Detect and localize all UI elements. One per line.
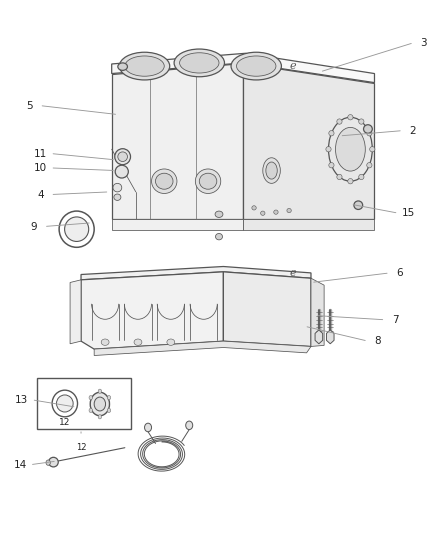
Ellipse shape [329, 163, 334, 168]
Ellipse shape [174, 49, 225, 77]
Polygon shape [70, 280, 81, 344]
Polygon shape [243, 219, 374, 230]
Text: 9: 9 [31, 222, 38, 231]
Ellipse shape [101, 339, 109, 345]
Polygon shape [326, 330, 334, 344]
Ellipse shape [125, 56, 164, 76]
Text: 10: 10 [34, 163, 47, 173]
Ellipse shape [118, 63, 127, 70]
Ellipse shape [199, 173, 217, 189]
Ellipse shape [336, 127, 365, 171]
Text: 8: 8 [374, 336, 381, 346]
Polygon shape [112, 219, 243, 230]
Ellipse shape [261, 211, 265, 215]
Ellipse shape [359, 119, 364, 124]
Ellipse shape [134, 339, 142, 345]
Ellipse shape [348, 115, 353, 120]
Ellipse shape [326, 147, 331, 152]
Ellipse shape [119, 52, 170, 80]
Text: 12: 12 [76, 443, 86, 452]
Ellipse shape [114, 194, 121, 200]
Ellipse shape [155, 173, 173, 189]
Ellipse shape [90, 392, 110, 416]
Ellipse shape [46, 460, 50, 465]
Ellipse shape [215, 233, 223, 240]
Ellipse shape [337, 119, 342, 124]
Ellipse shape [237, 56, 276, 76]
Ellipse shape [215, 211, 223, 217]
Ellipse shape [98, 415, 102, 419]
Text: 4: 4 [37, 190, 44, 199]
Ellipse shape [94, 397, 106, 411]
Ellipse shape [180, 53, 219, 73]
Text: 12: 12 [59, 418, 71, 427]
Polygon shape [311, 278, 324, 346]
Ellipse shape [348, 179, 353, 184]
Polygon shape [223, 272, 311, 346]
Ellipse shape [263, 158, 280, 183]
Ellipse shape [329, 131, 334, 136]
Ellipse shape [107, 408, 111, 413]
Polygon shape [243, 63, 374, 219]
Polygon shape [94, 341, 311, 356]
Ellipse shape [115, 149, 131, 165]
Ellipse shape [118, 152, 127, 161]
Ellipse shape [287, 208, 291, 213]
Polygon shape [112, 63, 243, 219]
Ellipse shape [354, 201, 363, 209]
Ellipse shape [115, 165, 128, 178]
Polygon shape [81, 266, 311, 280]
Ellipse shape [145, 423, 152, 432]
Text: 7: 7 [392, 315, 399, 325]
Ellipse shape [367, 131, 372, 136]
Text: 3: 3 [420, 38, 427, 47]
Text: 6: 6 [396, 268, 403, 278]
Polygon shape [81, 272, 223, 349]
Ellipse shape [266, 162, 277, 179]
Ellipse shape [364, 125, 372, 133]
Ellipse shape [370, 147, 375, 152]
Bar [37, 378, 131, 429]
Text: 2: 2 [409, 126, 416, 135]
Ellipse shape [52, 390, 78, 417]
Ellipse shape [231, 52, 281, 80]
Ellipse shape [359, 174, 364, 180]
Ellipse shape [57, 395, 73, 412]
Ellipse shape [49, 457, 58, 467]
Polygon shape [315, 330, 323, 344]
Text: e: e [289, 268, 296, 278]
Ellipse shape [328, 117, 372, 181]
Ellipse shape [167, 339, 175, 345]
Text: 11: 11 [34, 149, 47, 158]
Text: e: e [289, 61, 296, 71]
Ellipse shape [274, 210, 278, 214]
Ellipse shape [98, 389, 102, 393]
Ellipse shape [107, 395, 111, 400]
Ellipse shape [195, 169, 221, 193]
Ellipse shape [113, 183, 122, 192]
Ellipse shape [252, 206, 256, 210]
Text: 14: 14 [14, 460, 27, 470]
Text: 5: 5 [26, 101, 33, 110]
Text: 15: 15 [402, 208, 415, 218]
Ellipse shape [186, 421, 193, 430]
Ellipse shape [89, 395, 92, 400]
Ellipse shape [337, 174, 342, 180]
Ellipse shape [59, 211, 94, 247]
Text: 13: 13 [15, 395, 28, 405]
Ellipse shape [367, 163, 372, 168]
Polygon shape [112, 53, 374, 83]
Ellipse shape [89, 408, 92, 413]
Ellipse shape [152, 169, 177, 193]
Ellipse shape [64, 217, 88, 241]
